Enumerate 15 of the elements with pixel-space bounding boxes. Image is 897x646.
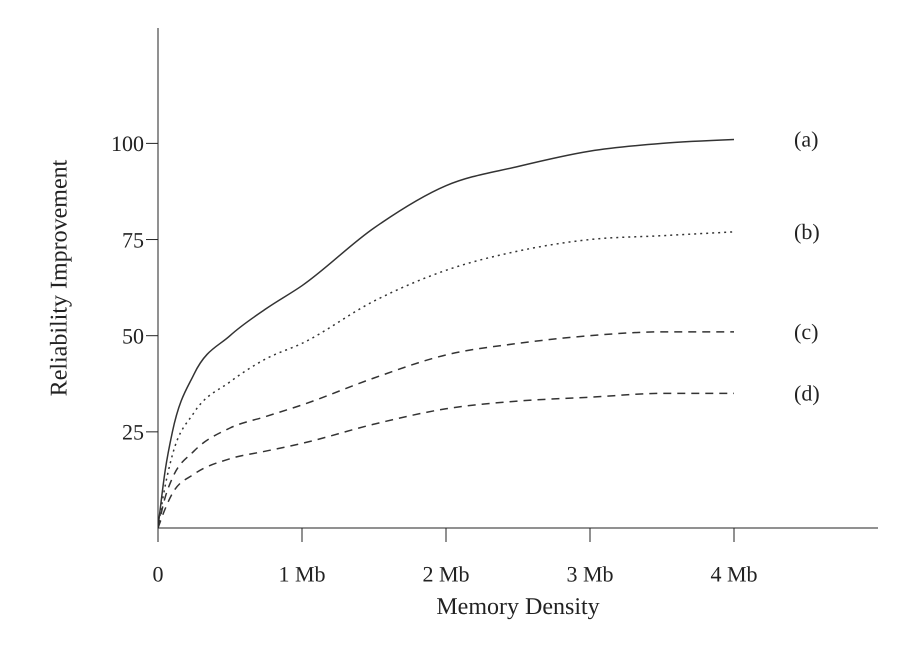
- x-tick-label: 0: [152, 562, 164, 587]
- x-tick-label: 2 Mb: [422, 562, 470, 587]
- y-tick-label: 75: [122, 227, 144, 252]
- text: (d): [794, 380, 820, 406]
- x-axis-title: Memory Density: [436, 594, 600, 620]
- y-tick-label: 50: [122, 324, 144, 348]
- text: (c): [794, 318, 818, 344]
- text: (b): [794, 218, 820, 244]
- x-tick-label: 3 Mb: [566, 562, 614, 587]
- x-tick-label: 4 Mb: [710, 562, 758, 587]
- y-tick-label: 100: [111, 131, 144, 156]
- y-tick-label: 25: [122, 420, 144, 445]
- text: (a): [794, 126, 818, 152]
- x-tick-label: 1 Mb: [278, 562, 326, 587]
- y-axis-title: Reliability Improvement: [46, 159, 73, 396]
